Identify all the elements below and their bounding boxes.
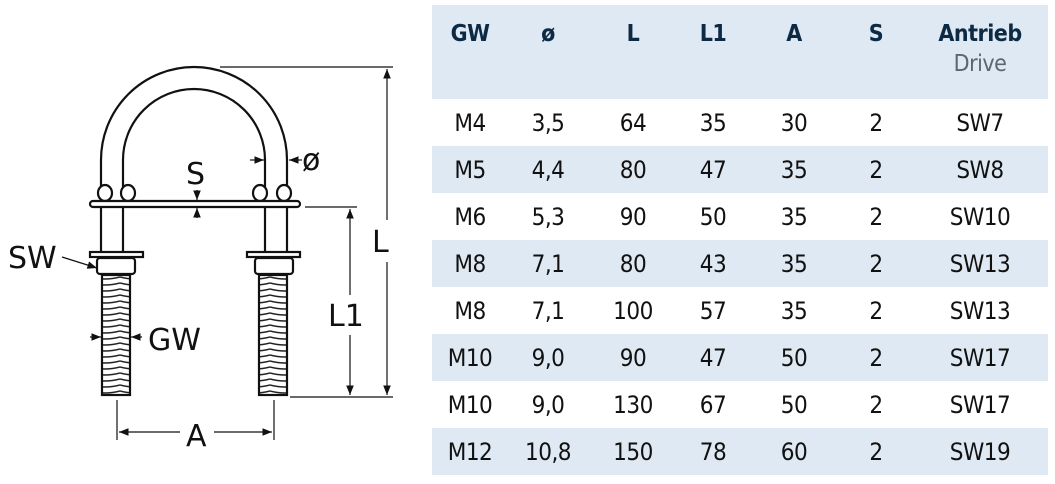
- table-cell: 5,3: [531, 202, 565, 231]
- table-cell: SW7: [956, 108, 1004, 137]
- table-cell: 9,0: [531, 343, 565, 372]
- table-cell: M8: [454, 296, 486, 325]
- table-cell: M6: [454, 202, 486, 231]
- label-GW: GW: [148, 323, 201, 358]
- dimension-lines: [61, 66, 393, 440]
- table-cell: 35: [780, 202, 808, 231]
- table-cell: 2: [869, 296, 883, 325]
- label-SW: SW: [8, 241, 57, 276]
- table-cell: 64: [619, 108, 647, 137]
- label-S: S: [186, 157, 205, 192]
- table-row: M10 9,0 130 67 50 2 SW17: [432, 381, 1048, 428]
- label-L: L: [372, 225, 389, 260]
- table-cell: M8: [454, 249, 486, 278]
- column-header-gw: GW: [450, 21, 490, 47]
- table-cell: SW8: [956, 155, 1004, 184]
- table-cell: 80: [619, 249, 647, 278]
- label-A: A: [186, 419, 207, 454]
- table-cell: 47: [699, 155, 727, 184]
- table-cell: M12: [447, 437, 493, 466]
- table-cell: 2: [869, 249, 883, 278]
- table-cell: 130: [613, 390, 653, 419]
- table-cell: SW13: [949, 296, 1011, 325]
- label-L1: L1: [328, 299, 364, 334]
- table-cell: 100: [613, 296, 653, 325]
- table-cell: M10: [447, 343, 493, 372]
- table-cell: 2: [869, 108, 883, 137]
- table-cell: SW17: [949, 343, 1011, 372]
- table-row: M8 7,1 80 43 35 2 SW13: [432, 240, 1048, 287]
- table-cell: 35: [780, 296, 808, 325]
- table-cell: 35: [780, 249, 808, 278]
- u-bolt: [88, 65, 302, 397]
- table-row: M6 5,3 90 50 35 2 SW10: [432, 193, 1048, 240]
- table-cell: 47: [699, 343, 727, 372]
- table-cell: 2: [869, 437, 883, 466]
- table-cell: M4: [454, 108, 486, 137]
- table-cell: 30: [780, 108, 808, 137]
- table-row: M4 3,5 64 35 30 2 SW7: [432, 99, 1048, 146]
- table-cell: 4,4: [531, 155, 565, 184]
- table-row: M5 4,4 80 47 35 2 SW8: [432, 146, 1048, 193]
- label-diameter: ø: [302, 143, 320, 178]
- table-cell: 7,1: [531, 249, 565, 278]
- table-cell: 10,8: [524, 437, 572, 466]
- table-cell: SW10: [949, 202, 1011, 231]
- dimensions-table: GW ø L L1 A S Antrieb Drive M4 3,5 64 35 30 2 S…: [432, 5, 1048, 475]
- table-cell: 60: [780, 437, 808, 466]
- table-cell: 35: [699, 108, 727, 137]
- table-header-row: GW ø L L1 A S Antrieb Drive: [432, 5, 1048, 99]
- column-header-s: S: [868, 21, 884, 47]
- table-cell: 2: [869, 202, 883, 231]
- table-row: M8 7,1 100 57 35 2 SW13: [432, 287, 1048, 334]
- table-cell: 150: [613, 437, 653, 466]
- table-cell: 43: [699, 249, 727, 278]
- table-cell: SW19: [949, 437, 1011, 466]
- table-cell: 50: [780, 343, 808, 372]
- table-cell: M5: [454, 155, 486, 184]
- u-bolt-technical-drawing: L L1 A S ø SW GW: [8, 65, 393, 454]
- table-cell: 78: [699, 437, 727, 466]
- table-cell: 57: [699, 296, 727, 325]
- column-header-diameter: ø: [541, 21, 555, 47]
- table-row: M12 10,8 150 78 60 2 SW19: [432, 428, 1048, 475]
- column-header-l1: L1: [699, 21, 727, 47]
- table-cell: 90: [619, 343, 647, 372]
- table-cell: 67: [699, 390, 727, 419]
- table-cell: 35: [780, 155, 808, 184]
- column-header-l: L: [626, 21, 640, 47]
- table-cell: 2: [869, 343, 883, 372]
- column-header-a: A: [786, 21, 802, 47]
- table-row: M10 9,0 90 47 50 2 SW17: [432, 334, 1048, 381]
- table-cell: 9,0: [531, 390, 565, 419]
- table-cell: 2: [869, 390, 883, 419]
- table-cell: SW13: [949, 249, 1011, 278]
- table-cell: 3,5: [531, 108, 565, 137]
- table-cell: 7,1: [531, 296, 565, 325]
- table-cell: 90: [619, 202, 647, 231]
- table-cell: M10: [447, 390, 493, 419]
- table-cell: 50: [780, 390, 808, 419]
- table-cell: SW17: [949, 390, 1011, 419]
- table-cell: 50: [699, 202, 727, 231]
- table-cell: 80: [619, 155, 647, 184]
- table-cell: 2: [869, 155, 883, 184]
- column-header-drive: Antrieb Drive: [938, 21, 1022, 77]
